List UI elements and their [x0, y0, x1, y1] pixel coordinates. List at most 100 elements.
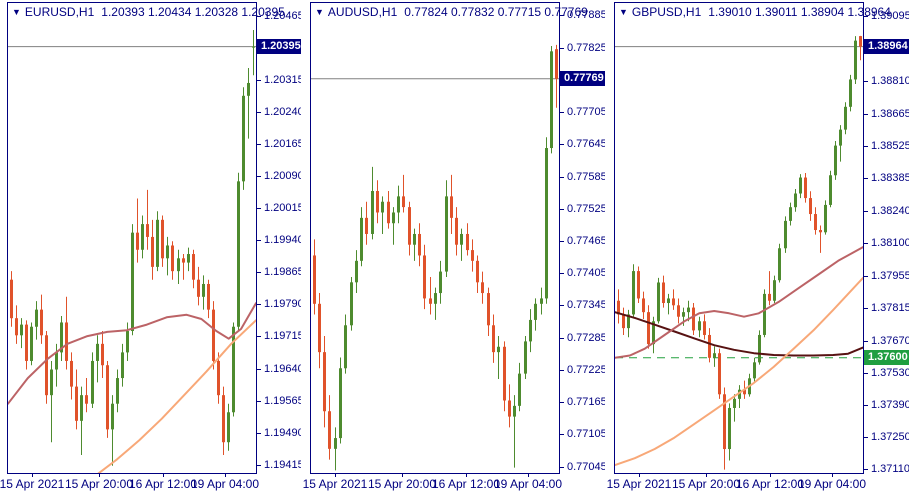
x-tick-mark [225, 474, 226, 477]
bear-candle-body [481, 282, 484, 294]
y-tick-label: 0.77345 [567, 299, 605, 311]
current-price-tag: 1.38964 [864, 39, 909, 54]
bear-candle-body [15, 318, 18, 336]
price-scale-gbpusd[interactable]: 1.39095 1.38810 1.38665 1.38525 1.38385 1.382… [864, 2, 909, 475]
level-price-tag: 1.37600 [864, 350, 909, 365]
x-tick-label: 16 Apr 12:00 [735, 477, 805, 491]
symbol-period-label: AUDUSD,H1 [327, 5, 398, 19]
y-tick-label: 1.37815 [871, 302, 909, 314]
y-tick-mark [864, 341, 868, 342]
x-tick-label: 19 Apr 04:00 [493, 477, 563, 491]
bear-candle-body [708, 334, 711, 358]
x-tick-label: 15 Apr 20:00 [64, 477, 134, 491]
y-tick-label: 1.37670 [871, 335, 909, 347]
bull-candle-body [652, 321, 655, 345]
y-tick-label: 1.19790 [264, 298, 301, 310]
bear-candle-body [222, 395, 225, 443]
x-tick-label: 15 Apr 20:00 [367, 477, 437, 491]
bull-candle-body [687, 307, 690, 313]
y-tick-mark [864, 211, 868, 212]
symbol-period-label: EURUSD,H1 [24, 5, 95, 19]
bear-candle-body [809, 198, 812, 215]
bear-candle-body [70, 360, 73, 387]
price-scale-eurusd[interactable]: 1.20465 1.20315 1.20240 1.20165 1.20090 1.200… [257, 2, 301, 472]
bear-candle-body [642, 298, 645, 313]
bull-candle-body [227, 412, 230, 443]
bear-candle-body [637, 271, 640, 299]
chart-header-eurusd: ▼ EURUSD,H1 1.20393 1.20434 1.20328 1.2039… [12, 5, 285, 19]
y-tick-mark [864, 114, 868, 115]
y-tick-mark [560, 370, 564, 371]
collapse-triangle-icon[interactable]: ▼ [619, 7, 628, 17]
bull-candle-body [763, 293, 766, 335]
bull-candle-body [733, 398, 736, 408]
y-tick-label: 1.37530 [871, 367, 909, 379]
bull-candle-body [784, 220, 787, 249]
time-scale-eurusd[interactable]: 15 Apr 2021 15 Apr 20:00 16 Apr 12:00 19 Ap… [0, 474, 259, 494]
candlestick-chart-audusd[interactable] [310, 2, 560, 474]
x-tick-label: 19 Apr 04:00 [797, 477, 867, 491]
candlestick-chart-gbpusd[interactable] [614, 2, 864, 474]
y-tick-mark [864, 16, 868, 17]
bear-candle-body [25, 324, 28, 361]
bear-candle-body [365, 217, 368, 234]
ohlc-values-label: 0.77824 0.77832 0.77715 0.77769 [404, 5, 588, 19]
bull-candle-body [789, 207, 792, 221]
bull-candle-body [545, 148, 548, 299]
bull-candle-body [758, 334, 761, 363]
bull-candle-body [753, 362, 756, 379]
y-tick-label: 0.77585 [567, 171, 605, 183]
y-tick-mark [257, 401, 261, 402]
bull-candle-body [728, 407, 731, 450]
time-scale-audusd[interactable]: 15 Apr 2021 15 Apr 20:00 16 Apr 12:00 19 Ap… [303, 474, 562, 494]
bear-candle-body [804, 177, 807, 199]
y-tick-mark [560, 402, 564, 403]
ma-salmon-line [97, 319, 256, 473]
bear-candle-body [662, 282, 665, 304]
bull-candle-body [360, 217, 363, 261]
bear-candle-body [429, 298, 432, 304]
bear-candle-body [455, 217, 458, 245]
bull-candle-body [355, 260, 358, 283]
y-tick-mark [560, 144, 564, 145]
bull-candle-body [682, 312, 685, 317]
y-tick-mark [864, 146, 868, 147]
bull-candle-body [713, 353, 716, 358]
bull-candle-body [698, 321, 701, 331]
x-tick-mark [32, 474, 33, 477]
y-tick-label: 0.77705 [567, 106, 605, 118]
bull-candle-body [550, 51, 553, 149]
bull-candle-body [849, 79, 852, 107]
bull-candle-body [50, 369, 53, 396]
collapse-triangle-icon[interactable]: ▼ [315, 7, 324, 17]
y-tick-label: 0.77225 [567, 364, 605, 376]
y-tick-mark [257, 144, 261, 145]
bull-candle-body [844, 106, 847, 130]
y-tick-mark [560, 273, 564, 274]
y-tick-mark [560, 177, 564, 178]
price-scale-audusd[interactable]: 0.77885 0.77825 0.77705 0.77645 0.77585 0.775… [560, 2, 605, 473]
x-tick-label: 15 Apr 2021 [303, 477, 368, 491]
bear-candle-body [182, 258, 185, 263]
y-tick-label: 1.39095 [871, 10, 909, 22]
bull-candle-body [35, 309, 38, 327]
time-scale-gbpusd[interactable]: 15 Apr 2021 15 Apr 20:00 16 Apr 12:00 19 Ap… [607, 474, 866, 494]
y-tick-mark [257, 304, 261, 305]
bear-candle-body [171, 245, 174, 272]
symbol-period-label: GBPUSD,H1 [631, 5, 702, 19]
x-tick-label: 19 Apr 04:00 [190, 477, 260, 491]
bear-candle-body [323, 352, 326, 412]
bull-candle-body [529, 319, 532, 342]
bull-candle-body [773, 280, 776, 301]
bull-candle-body [667, 298, 670, 304]
bull-candle-body [237, 181, 240, 327]
y-tick-mark [560, 15, 564, 16]
x-tick-mark [706, 474, 707, 477]
bull-candle-body [177, 258, 180, 272]
y-tick-label: 1.38665 [871, 108, 909, 120]
bull-candle-body [91, 360, 94, 404]
bull-candle-body [96, 343, 99, 361]
collapse-triangle-icon[interactable]: ▼ [12, 7, 21, 17]
candlestick-chart-eurusd[interactable] [7, 2, 257, 474]
ohlc-values-label: 1.20393 1.20434 1.20328 1.20395 [101, 5, 285, 19]
